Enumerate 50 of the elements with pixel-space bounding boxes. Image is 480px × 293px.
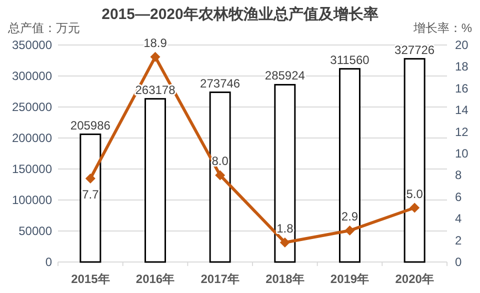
bar [80, 134, 102, 263]
data-label: 311560 [330, 52, 370, 67]
y-tick-label: 200000 [12, 131, 52, 145]
data-label: 7.7 [82, 187, 100, 202]
y-tick-label: 50000 [18, 224, 52, 238]
y2-tick-label: 6 [455, 190, 462, 204]
y2-tick-label: 8 [455, 168, 462, 182]
data-label: 1.8 [276, 221, 294, 236]
y2-tick-label: 16 [455, 81, 469, 96]
y2-tick-label: 4 [455, 212, 462, 226]
y-tick-label: 100000 [12, 193, 52, 207]
y-tick-label: 350000 [12, 38, 52, 52]
y2-tick-label: 2 [455, 233, 462, 248]
bar [404, 58, 426, 263]
data-label: 285924 [264, 68, 306, 83]
x-tick-label: 2017年 [200, 272, 240, 286]
point [150, 52, 160, 62]
point [85, 173, 96, 184]
point [344, 226, 355, 236]
y2-tick-label: 0 [455, 255, 462, 269]
data-label: 2.9 [341, 210, 358, 224]
x-tick-label: 2018年 [266, 272, 304, 286]
y2-tick-label: 20 [455, 38, 469, 52]
data-label: 273746 [200, 76, 240, 90]
point [215, 170, 226, 180]
y2-tick-label: 18 [455, 60, 469, 74]
x-tick-label: 2015年 [71, 272, 110, 286]
x-tick-label: 2019年 [330, 272, 370, 286]
bar [144, 98, 166, 263]
y-axis-title: 总产值：万元 [7, 21, 80, 35]
data-label: 5.0 [406, 186, 424, 201]
y2-axis-title: 增长率：% [412, 21, 472, 35]
x-tick-label: 2020年 [395, 272, 434, 286]
y-tick-label: 150000 [12, 162, 52, 176]
bar [274, 84, 296, 263]
y2-tick-label: 14 [455, 103, 469, 118]
bar [339, 68, 360, 263]
y-tick-label: 0 [45, 255, 52, 269]
point [410, 202, 420, 213]
y-tick-label: 300000 [12, 69, 52, 83]
x-tick-label: 2016年 [136, 272, 175, 286]
data-label: 205986 [70, 118, 111, 132]
point [280, 237, 290, 248]
y2-tick-label: 10 [455, 146, 469, 160]
y2-tick-label: 12 [455, 124, 469, 139]
bar [209, 92, 231, 263]
data-label: 327726 [394, 42, 435, 57]
data-label: 18.9 [144, 36, 168, 50]
y-tick-label: 250000 [12, 100, 52, 114]
chart-title: 2015—2020年农林牧渔业总产值及增长率 [102, 5, 378, 23]
